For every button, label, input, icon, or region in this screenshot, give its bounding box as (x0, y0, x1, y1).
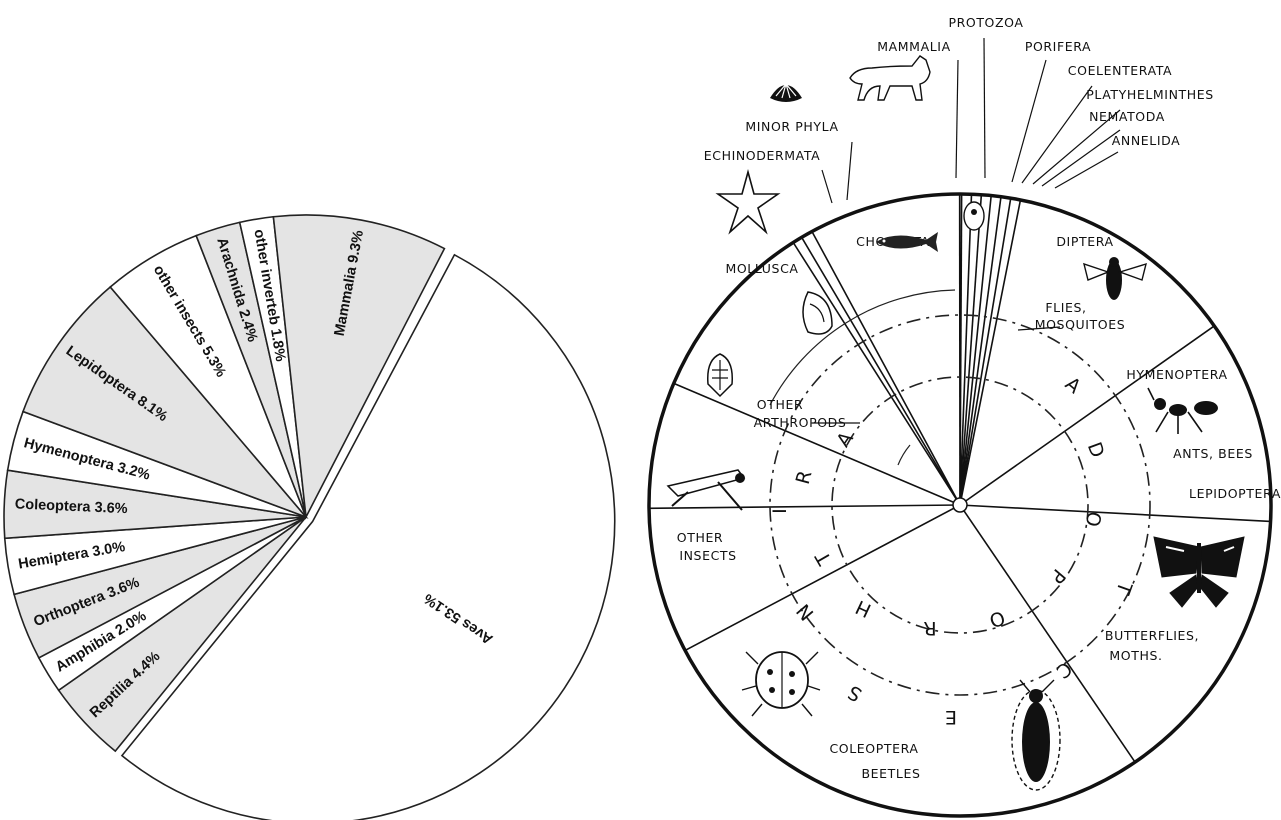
pointer-line (1032, 109, 1121, 185)
pointer-line (983, 37, 986, 179)
label-flies: FLIES, (1045, 300, 1086, 315)
amoeba-icon (963, 201, 985, 231)
ring-letter-arthropoda: D (1083, 439, 1109, 460)
pointer-line (1041, 129, 1121, 187)
arthropoda-ring (769, 314, 1151, 696)
label-nematoda: NEMATODA (1089, 109, 1165, 124)
sector-boundary (649, 504, 961, 510)
label-mammalia: MAMMALIA (877, 39, 950, 54)
sector-boundary (959, 194, 973, 506)
ring-letter-arthropoda: O (986, 606, 1008, 632)
label-other-insects-2: INSECTS (679, 548, 736, 563)
sector-boundary (959, 504, 1136, 763)
sector-boundary (959, 504, 1271, 523)
starfish-icon (715, 168, 781, 235)
snail-icon (802, 291, 833, 335)
cat-icon (849, 55, 931, 101)
pointer-line (821, 169, 833, 204)
label-coleoptera: COLEOPTERA (829, 741, 918, 756)
sector-boundary (959, 194, 983, 506)
sector-boundary (792, 242, 961, 506)
trilobite-icon (707, 353, 733, 398)
ladybug-icon (741, 651, 821, 717)
pie-slice-lepidoptera (21, 285, 309, 519)
sector-boundary (684, 504, 961, 652)
sector-boundaries (649, 193, 1271, 763)
label-mollusca: MOLLUSCA (725, 261, 798, 276)
label-ants-bees: ANTS, BEES (1173, 446, 1253, 461)
sector-icons (666, 55, 1245, 791)
left-pie-chart: Aves 53.1%Reptilia 4.4%Amphibia 2.0%Orth… (3, 214, 616, 820)
inner-arc (769, 289, 956, 406)
ring-letter-insecta: E (945, 706, 957, 728)
pointer-line (846, 141, 853, 201)
label-minor-phyla: MINOR PHYLA (745, 119, 838, 134)
pointer-line (1017, 326, 1061, 331)
label-porifera: PORIFERA (1025, 39, 1091, 54)
label-other-arthropods-1: OTHER (757, 397, 803, 412)
fly-icon (1083, 257, 1147, 300)
butterfly-icon (1153, 536, 1245, 608)
sector-boundary (673, 382, 961, 506)
ring-letter-arthropoda: R (792, 468, 817, 486)
ring-letter-insecta: I (769, 508, 791, 514)
label-beetles: BEETLES (861, 766, 920, 781)
label-platyhelminthes: PLATYHELMINTHES (1086, 87, 1214, 102)
label-other-insects-1: OTHER (677, 530, 723, 545)
wheel-hub (952, 497, 968, 513)
pie-slice-aves (120, 253, 616, 820)
pointer-line (955, 59, 959, 179)
label-diptera: DIPTERA (1056, 234, 1113, 249)
fish-icon (876, 232, 938, 252)
label-hymenoptera: HYMENOPTERA (1126, 367, 1227, 382)
pie-label-coleoptera: Coleoptera 3.6% (15, 496, 128, 517)
pie-slice-mammalia (272, 214, 446, 520)
sector-boundary (800, 236, 961, 506)
pointer-line (1054, 151, 1119, 189)
label-lepidoptera: LEPIDOPTERA (1189, 486, 1281, 501)
ring-letter-arthropoda: O (1081, 510, 1105, 529)
grasshopper-icon (666, 469, 746, 511)
label-other-arthropods-2: ARTHROPODS (754, 415, 847, 430)
sector-boundary (959, 196, 1002, 506)
insecta-ring (831, 376, 1089, 634)
label-mosquitoes: MOSQUITOES (1035, 317, 1126, 332)
pointer-line (1011, 59, 1047, 183)
sector-boundary (959, 199, 1022, 506)
sector-boundary (959, 198, 1012, 506)
label-echinodermata: ECHINODERMATA (704, 148, 821, 163)
label-butterflies: BUTTERFLIES, (1105, 628, 1199, 643)
shell-icon (770, 83, 802, 102)
ring-letter-arthropoda: R (923, 617, 936, 639)
label-moths: MOTHS. (1109, 648, 1162, 663)
label-coelenterata: COELENTERATA (1068, 63, 1172, 78)
sector-boundary (959, 325, 1215, 506)
sector-boundary (959, 195, 992, 506)
label-annelida: ANNELIDA (1112, 133, 1181, 148)
label-protozoa: PROTOZOA (948, 15, 1023, 30)
pointer-line (1021, 85, 1093, 184)
sector-boundary (811, 231, 961, 506)
ant-icon (1147, 387, 1218, 434)
beetle-icon (1011, 679, 1061, 791)
inner-arc (897, 444, 911, 466)
